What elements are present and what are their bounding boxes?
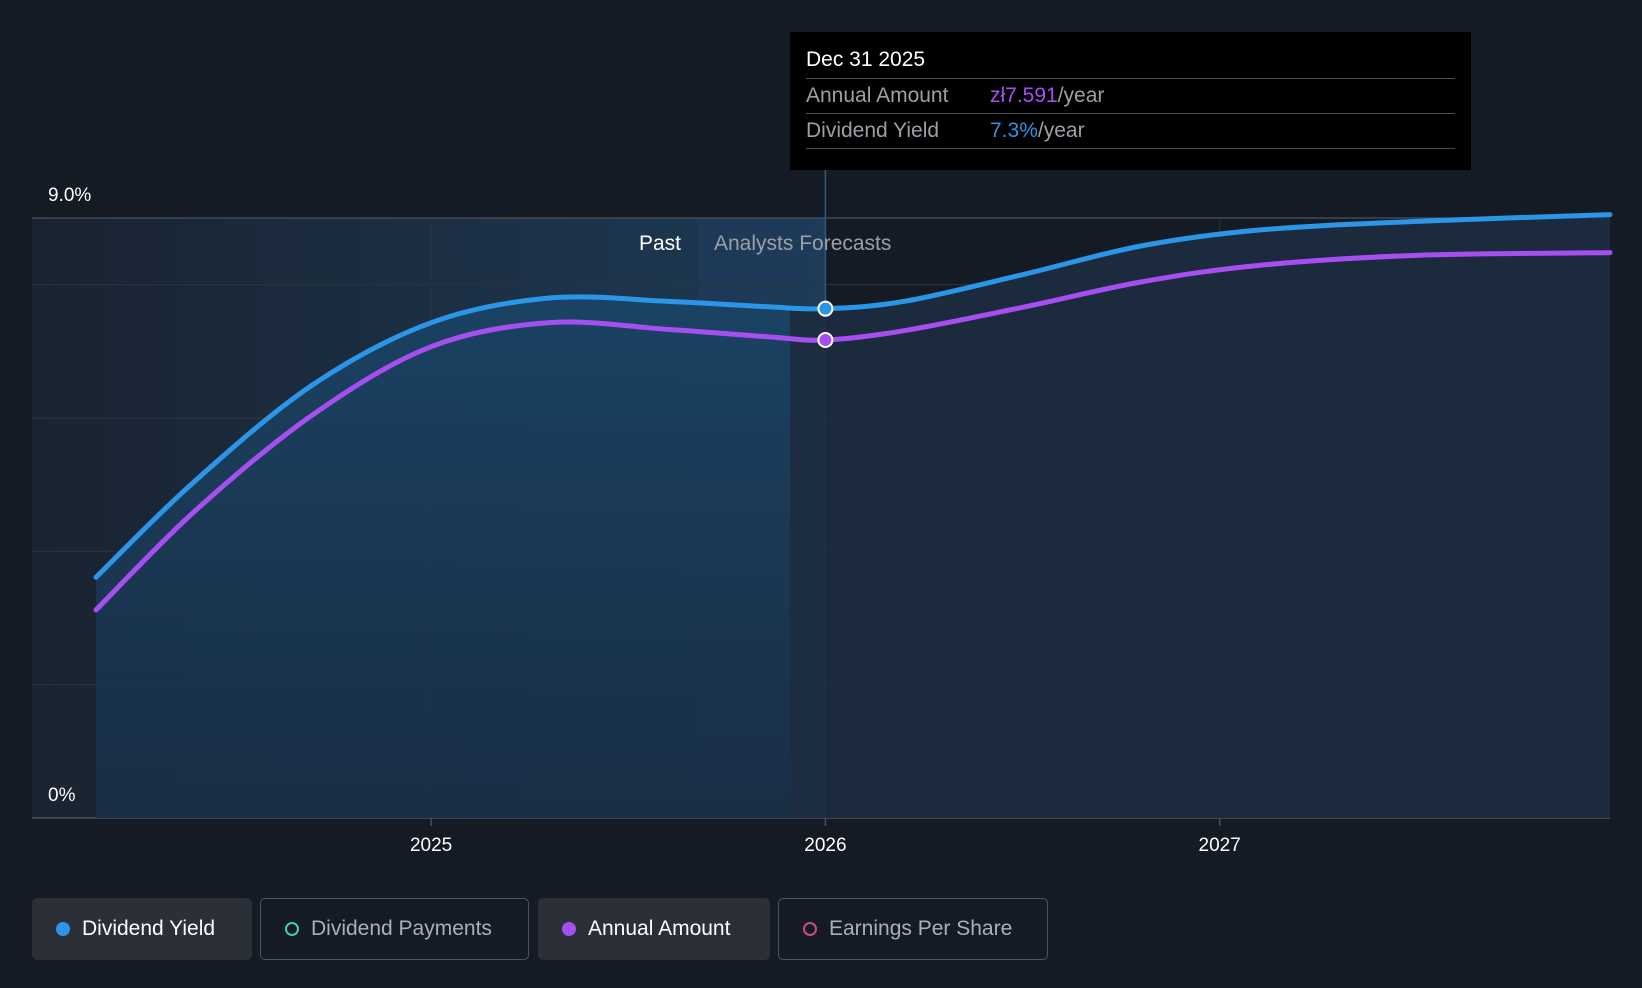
x-tick-label: 2026 [804, 835, 846, 856]
marker-annual-amount [817, 332, 834, 348]
legend-label: Dividend Yield [82, 917, 216, 940]
legend-dividend-yield[interactable]: Dividend Yield [32, 898, 252, 960]
x-tick-label: 2025 [410, 835, 452, 856]
marker-dividend-yield [817, 300, 834, 317]
y-bottom-label: 0% [48, 785, 76, 806]
dividend-yield-dot-icon [56, 922, 70, 936]
past-area-fill [96, 296, 790, 818]
past-label: Past [639, 232, 681, 255]
legend-label: Earnings Per Share [829, 917, 1013, 940]
tooltip-value: zł7.591 [990, 84, 1058, 107]
tooltip-date: Dec 31 2025 [806, 46, 1455, 79]
legend-label: Dividend Payments [311, 917, 492, 940]
legend-label: Annual Amount [588, 917, 731, 940]
legend-annual-amount[interactable]: Annual Amount [538, 898, 770, 960]
series-line-dividend-yield [93, 212, 1613, 580]
tooltip-unit: /year [1057, 84, 1105, 107]
tooltip-value: 7.3% [990, 119, 1038, 142]
series-line-annual-amount [93, 250, 1613, 613]
forecast-label: Analysts Forecasts [714, 232, 891, 255]
tooltip-row-dividend-yield: Dividend Yield 7.3% /year [806, 114, 1455, 149]
tooltip-label: Dividend Yield [806, 119, 940, 142]
tooltip-row-annual-amount: Annual Amount zł7.591 /year [806, 79, 1455, 114]
tooltip-label: Annual Amount [806, 84, 949, 107]
dividend-payments-ring-icon [285, 922, 299, 936]
x-tick-label: 2027 [1199, 835, 1241, 856]
tooltip-unit: /year [1037, 119, 1085, 142]
y-top-label: 9.0% [48, 185, 91, 206]
earnings-per-share-ring-icon [803, 922, 817, 936]
legend-earnings-per-share[interactable]: Earnings Per Share [778, 898, 1048, 960]
annual-amount-dot-icon [562, 922, 576, 936]
legend-dividend-payments[interactable]: Dividend Payments [260, 898, 529, 960]
tooltip: Dec 31 2025 Annual Amount zł7.591 /year … [790, 32, 1471, 170]
